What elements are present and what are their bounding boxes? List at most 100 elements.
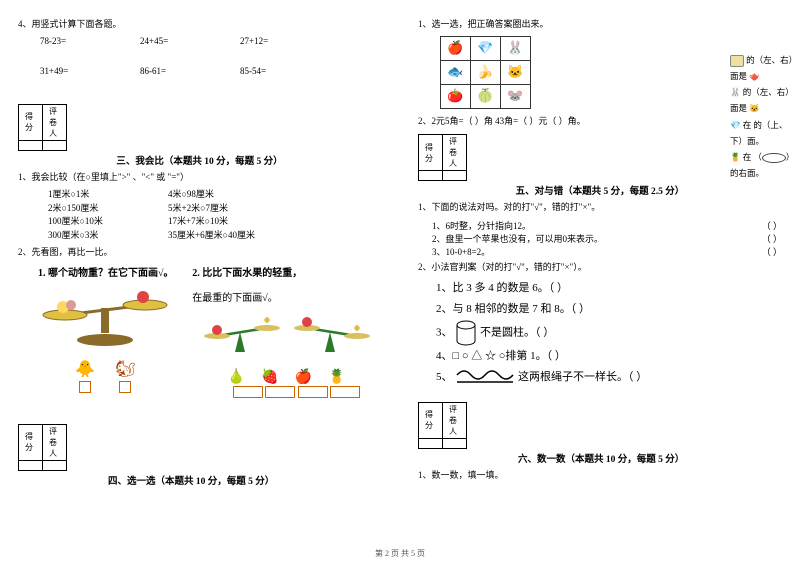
rope-icon — [455, 369, 515, 385]
judge-2: 2、与 8 相邻的数是 7 和 8。（ ） — [436, 299, 782, 320]
grader-cell — [443, 438, 467, 448]
grader-label: 评卷人 — [43, 424, 67, 460]
section-4-title: 四、选一选（本题共 10 分，每题 5 分） — [18, 473, 381, 487]
j5b: 这两根绳子不一样长。（ ） — [518, 371, 647, 383]
check-box[interactable] — [79, 381, 91, 393]
pineapple-icon: 🍍 — [322, 369, 352, 386]
balance-q1: 1. 哪个动物重？在它下面画√。 — [18, 264, 192, 279]
calc-2: 24+45= — [140, 36, 240, 46]
tf-3: 3、10-0+8=2。 — [432, 245, 752, 258]
r-q2-money: 2、2元5角=（ ）角 43角=（ ）元（ ）角。 — [418, 115, 782, 129]
fruit-line: 🍐 🍓 🍎 🍍 — [192, 369, 381, 386]
grid-cell: 🐰 — [501, 36, 531, 60]
q4-title: 4、用竖式计算下面各题。 — [18, 18, 381, 32]
j3b: 不是圆柱。（ ） — [480, 326, 554, 338]
grid-cell: 🍎 — [441, 36, 471, 60]
grader-cell — [443, 171, 467, 181]
cylinder-icon — [455, 320, 477, 346]
animals-row: 🐥 🐿 — [18, 359, 192, 381]
paren[interactable]: （ ） — [752, 232, 782, 245]
grader-cell — [43, 460, 67, 470]
calc-4: 31+49= — [40, 66, 140, 76]
score-label: 得分 — [419, 402, 443, 438]
section-5-title: 五、对与错（本题共 5 分，每题 2.5 分） — [418, 183, 782, 197]
grid-cell: 🍅 — [441, 84, 471, 108]
score-label: 得分 — [19, 424, 43, 460]
tf-list: 1、6时整，分针指向12。（ ） 2、盘里一个苹果也没有，可以用0来表示。（ ）… — [418, 219, 782, 258]
gem-icon: 💎 — [730, 120, 741, 130]
calc-6: 85-54= — [240, 66, 340, 76]
cmp-1a: 1厘米○1米 — [48, 188, 168, 202]
grader-label: 评卷人 — [443, 402, 467, 438]
grader-cell — [43, 140, 67, 150]
cmp-3a: 100厘米○10米 — [48, 215, 168, 229]
score-box-3: 得分 评卷人 — [18, 104, 381, 151]
score-box-6: 得分 评卷人 — [418, 402, 782, 449]
grid-cell: 🐱 — [501, 60, 531, 84]
section-6-title: 六、数一数（本题共 10 分，每题 5 分） — [418, 451, 782, 465]
judge-3: 3、 不是圆柱。（ ） — [436, 320, 782, 346]
score-cell — [19, 140, 43, 150]
oval-blank[interactable] — [762, 153, 786, 163]
cmp-3b: 17米+7米○10米 — [168, 215, 228, 229]
see-compare: 2、先看图，再比一比。 — [18, 246, 381, 260]
tf-intro: 1、下面的说法对吗。对的打"√"，错的打"×"。 — [418, 201, 782, 215]
fruit-boxes — [192, 386, 381, 400]
view-lines: 的（左、右）面是 🫖 🐰 的（左、右）面是 🐱 💎 在 的（上、下）面。 🍍 在… — [730, 52, 800, 181]
calc-1: 78-23= — [40, 36, 140, 46]
q6-1: 1、数一数，填一填。 — [418, 469, 782, 483]
cat-icon: 🐱 — [749, 103, 760, 113]
check-box[interactable] — [119, 381, 131, 393]
calc-row-2: 31+49= 86-61= 85-54= — [18, 66, 381, 76]
balance-scale-1 — [35, 285, 175, 355]
judge-intro: 2、小法官判案（对的打"√"，错的打"×"）。 — [418, 261, 782, 275]
grid-cell: 🐟 — [441, 60, 471, 84]
grid-cell: 🍈 — [471, 84, 501, 108]
score-box-4: 得分 评卷人 — [18, 424, 381, 471]
check-box[interactable] — [330, 386, 360, 398]
score-label: 得分 — [19, 104, 43, 140]
grader-label: 评卷人 — [443, 135, 467, 171]
score-box-5: 得分 评卷人 — [418, 134, 782, 181]
judge-5: 5、 这两根绳子不一样长。（ ） — [436, 367, 782, 388]
vl4-a: 在 （ — [743, 152, 762, 162]
cmp-2b: 5米+2米○7厘米 — [168, 202, 228, 216]
tf-2: 2、盘里一个苹果也没有，可以用0来表示。 — [432, 232, 752, 245]
paren[interactable]: （ ） — [752, 219, 782, 232]
calc-5: 86-61= — [140, 66, 240, 76]
grid-cell: 🐭 — [501, 84, 531, 108]
judge-list: 1、比 3 多 4 的数是 6。（ ） 2、与 8 相邻的数是 7 和 8。（ … — [418, 278, 782, 388]
compare-grid: 1厘米○1米4米○98厘米 2米○150厘米5米+2米○7厘米 100厘米○10… — [18, 188, 381, 242]
cmp-1b: 4米○98厘米 — [168, 188, 214, 202]
grader-label: 评卷人 — [43, 104, 67, 140]
score-label: 得分 — [419, 135, 443, 171]
pear-icon: 🍐 — [221, 369, 251, 386]
calc-row-1: 78-23= 24+45= 27+12= — [18, 36, 381, 46]
compare-intro: 1、我会比较（在○里填上">" 、"<" 或 "="） — [18, 171, 381, 185]
section-3-title: 三、我会比（本题共 10 分，每题 5 分） — [18, 153, 381, 167]
score-cell — [19, 460, 43, 470]
r-q1: 1、选一选，把正确答案圈出来。 — [418, 18, 782, 32]
rabbit-icon: 🐰 — [730, 87, 741, 97]
judge-1: 1、比 3 多 4 的数是 6。（ ） — [436, 278, 782, 299]
pine-icon: 🍍 — [730, 152, 741, 162]
paren[interactable]: （ ） — [752, 245, 782, 258]
object-grid: 🍎💎🐰 🐟🍌🐱 🍅🍈🐭 — [440, 36, 531, 109]
balance-scale-2 — [202, 310, 372, 365]
cup-icon — [730, 55, 744, 67]
squirrel-icon: 🐿 — [114, 359, 136, 381]
grid-cell: 🍌 — [471, 60, 501, 84]
apple-icon: 🍎 — [288, 369, 318, 386]
judge-4: 4、□ ○ △ ☆ ○排第 1。（ ） — [436, 346, 782, 367]
calc-3: 27+12= — [240, 36, 340, 46]
cmp-4b: 35厘米+6厘米○40厘米 — [168, 229, 255, 243]
score-cell — [419, 171, 443, 181]
balance-q2: 2. 比比下面水果的轻重， — [192, 264, 381, 279]
balance-row: 1. 哪个动物重？在它下面画√。 🐥 🐿 2. 比比下面水果的轻重， 在最重的下… — [18, 264, 381, 400]
j5a: 5、 — [436, 371, 453, 383]
balance-q2b: 在最重的下面画√。 — [192, 289, 381, 304]
strawberry-icon: 🍓 — [255, 369, 285, 386]
cmp-4a: 300厘米○3米 — [48, 229, 168, 243]
teapot-icon: 🫖 — [749, 71, 760, 81]
cmp-2a: 2米○150厘米 — [48, 202, 168, 216]
